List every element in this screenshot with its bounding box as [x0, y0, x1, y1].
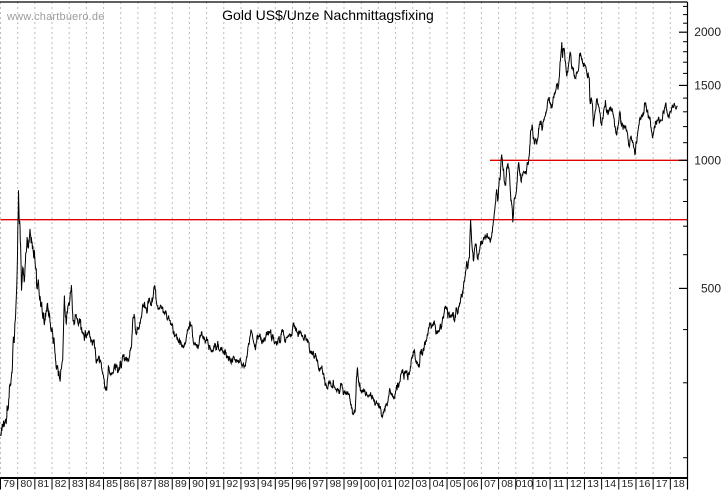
x-axis-tick-label: 97: [312, 478, 324, 490]
x-axis-tick-label: 10: [536, 478, 548, 490]
x-axis-tick-label: 98: [330, 478, 342, 490]
x-axis-tick-label: 12: [570, 478, 582, 490]
x-axis-tick-label: 14: [604, 478, 616, 490]
x-axis-tick-label: 03: [415, 478, 427, 490]
x-axis-tick-label: 17: [656, 478, 668, 490]
x-axis-tick-label: 02: [398, 478, 410, 490]
y-axis-tick-label: 500: [701, 281, 721, 295]
watermark: www.chartbuero.de: [7, 11, 105, 23]
x-axis-tick-label: 80: [20, 478, 32, 490]
x-axis-tick-label: 92: [227, 478, 239, 490]
x-axis-tick-label: 91: [209, 478, 221, 490]
x-axis-tick-label: 94: [261, 478, 273, 490]
chart-title: Gold US$/Unze Nachmittagsfixing: [222, 7, 434, 23]
x-axis-tick-label: 86: [123, 478, 135, 490]
x-axis-tick-label: 11: [553, 478, 564, 490]
x-axis-tick-label: 16: [639, 478, 651, 490]
x-axis-tick-label: 010: [516, 478, 534, 490]
x-axis-tick-label: 83: [72, 478, 84, 490]
x-axis-tick-label: 18: [673, 478, 685, 490]
x-axis-tick-label: 81: [38, 478, 50, 490]
x-axis-tick-label: 04: [433, 478, 445, 490]
x-axis-tick-label: 87: [141, 478, 153, 490]
x-axis-tick-label: 06: [467, 478, 479, 490]
x-axis-tick-label: 93: [244, 478, 256, 490]
x-axis-tick-label: 88: [158, 478, 170, 490]
x-axis-tick-label: 00: [364, 478, 376, 490]
x-axis-tick-label: 07: [484, 478, 496, 490]
y-axis-tick-label: 2000: [694, 25, 721, 39]
x-axis-tick-label: 84: [89, 478, 101, 490]
x-axis-tick-label: 82: [55, 478, 67, 490]
x-axis-tick-label: 96: [295, 478, 307, 490]
price-line: [0, 42, 678, 436]
x-axis-tick-label: 95: [278, 478, 290, 490]
y-axis-tick-label: 1500: [694, 78, 721, 92]
x-axis-tick-label: 08: [501, 478, 513, 490]
x-axis-tick-label: 85: [106, 478, 118, 490]
x-axis-tick-label: 01: [381, 478, 393, 490]
x-axis-tick-label: 89: [175, 478, 187, 490]
x-axis-tick-label: 99: [347, 478, 359, 490]
x-axis-tick-label: 05: [450, 478, 462, 490]
x-axis-tick-label: 15: [622, 478, 634, 490]
x-axis-tick-label: 79: [3, 478, 15, 490]
x-axis-tick-label: 90: [192, 478, 204, 490]
x-axis-tick-label: 13: [587, 478, 599, 490]
y-axis-tick-label: 1000: [694, 153, 721, 167]
